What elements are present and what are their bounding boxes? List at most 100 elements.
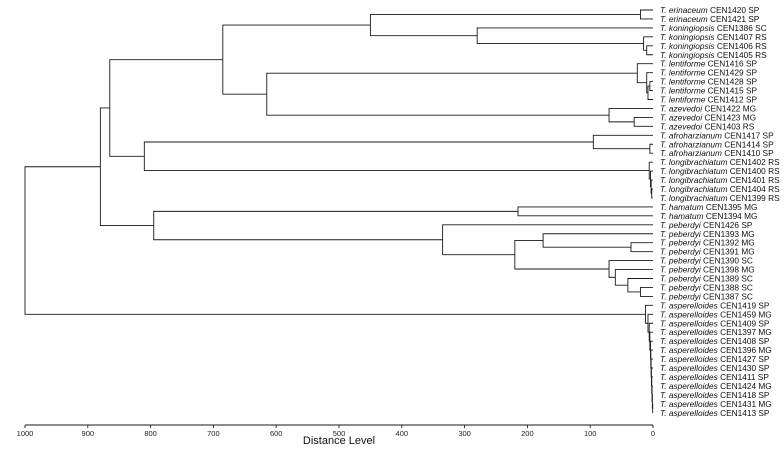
dendrogram-link	[647, 85, 653, 100]
leaf-code: CEN1394 MG	[704, 211, 758, 221]
leaf-species: T. lentiforme	[660, 59, 706, 69]
leaf-label: T. asperelloides CEN1397 MG	[660, 327, 772, 337]
leaf-code: CEN1415 SP	[705, 86, 757, 96]
leaf-code: CEN1397 MG	[718, 327, 772, 337]
x-tick-label: 1000	[17, 429, 34, 438]
leaf-code: CEN1413 SP	[718, 408, 770, 418]
leaf-label: T. peberdyi CEN1391 MG	[660, 247, 755, 257]
leaf-code: CEN1420 SP	[708, 5, 760, 15]
x-tick-label: 300	[458, 429, 471, 438]
x-tick-label: 500	[333, 429, 346, 438]
leaf-code: CEN1409 SP	[718, 318, 770, 328]
leaf-code: CEN1405 RS	[715, 50, 768, 60]
dendrogram-link	[643, 36, 653, 51]
leaf-labels: T. erinaceum CEN1420 SPT. erinaceum CEN1…	[660, 5, 780, 418]
leaf-species: T. peberdyi	[660, 291, 702, 301]
leaf-code: CEN1404 RS	[728, 184, 781, 194]
leaf-label: T. afroharzianum CEN1414 SP	[660, 139, 774, 149]
leaf-species: T. lentiforme	[660, 77, 706, 87]
leaf-label: T. asperelloides CEN1431 MG	[660, 399, 772, 409]
dendrogram-link	[514, 240, 610, 270]
leaf-species: T. asperelloides	[660, 381, 718, 391]
leaf-label: T. koningiopsis CEN1405 RS	[660, 50, 767, 60]
leaf-label: T. asperelloides CEN1427 SP	[660, 354, 770, 364]
leaf-code: CEN1414 SP	[722, 139, 774, 149]
x-tick-label: 600	[270, 429, 283, 438]
leaf-code: CEN1401 RS	[728, 175, 781, 185]
leaf-label: T. peberdyi CEN1392 MG	[660, 238, 755, 248]
leaf-species: T. azevedoi	[660, 103, 703, 113]
leaf-label: T. asperelloides CEN1419 SP	[660, 300, 770, 310]
leaf-code: CEN1459 MG	[718, 309, 772, 319]
leaf-code: CEN1417 SP	[722, 130, 774, 140]
leaf-code: CEN1416 SP	[705, 59, 757, 69]
leaf-label: T. azevedoi CEN1422 MG	[660, 103, 756, 113]
leaf-code: CEN1403 RS	[702, 121, 755, 131]
x-axis: 1000 900 800 700 600 500 400 300 200 100 0 Distanc…	[17, 424, 655, 447]
leaf-label: T. lentiforme CEN1412 SP	[660, 95, 757, 105]
leaf-species: T. asperelloides	[660, 372, 718, 382]
leaf-code: CEN1411 SP	[718, 372, 770, 382]
dendrogram-link	[24, 166, 646, 315]
dendrogram-link	[646, 45, 653, 56]
x-tick-label: 800	[144, 429, 157, 438]
leaf-code: CEN1393 MG	[701, 229, 755, 239]
leaf-species: T. asperelloides	[660, 408, 718, 418]
leaf-label: T. azevedoi CEN1423 MG	[660, 112, 756, 122]
leaf-code: CEN1390 SC	[701, 256, 753, 266]
leaf-code: CEN1406 RS	[715, 41, 768, 51]
leaf-species: T. asperelloides	[660, 300, 718, 310]
leaf-label: T. koningiopsis CEN1406 RS	[660, 41, 767, 51]
leaf-code: CEN1410 SP	[722, 148, 774, 158]
x-axis-ticks: 1000 900 800 700 600 500 400 300 200 100 0	[17, 425, 655, 438]
dendrogram-link	[608, 108, 653, 123]
leaf-label: T. azevedoi CEN1403 RS	[660, 121, 755, 131]
leaf-species: T. longibrachiatum	[660, 193, 728, 203]
leaf-species: T. afroharzianum	[660, 130, 722, 140]
dendrogram-link	[650, 170, 653, 188]
leaf-label: T. peberdyi CEN1390 SC	[660, 256, 753, 266]
dendrogram-link	[442, 224, 653, 256]
leaf-label: T. hamatum CEN1394 MG	[660, 211, 757, 221]
leaf-species: T. asperelloides	[660, 318, 718, 328]
leaf-code: CEN1399 RS	[728, 193, 781, 203]
leaf-label: T. afroharzianum CEN1417 SP	[660, 130, 774, 140]
leaf-code: CEN1386 SC	[715, 23, 767, 33]
x-tick-label: 400	[396, 429, 409, 438]
leaf-code: CEN1421 SP	[708, 14, 760, 24]
dendrogram-link	[649, 143, 653, 154]
leaf-species: T. erinaceum	[660, 5, 708, 15]
leaf-code: CEN1395 MG	[704, 202, 758, 212]
leaf-label: T. peberdyi CEN1398 MG	[660, 265, 755, 275]
leaf-code: CEN1389 SC	[701, 274, 753, 284]
leaf-label: T. longibrachiatum CEN1404 RS	[660, 184, 780, 194]
leaf-species: T. asperelloides	[660, 354, 718, 364]
leaf-code: CEN1407 RS	[715, 32, 768, 42]
leaf-species: T. asperelloides	[660, 363, 718, 373]
leaf-code: CEN1430 SP	[718, 363, 770, 373]
x-tick-label: 200	[521, 429, 534, 438]
leaf-label: T. peberdyi CEN1393 MG	[660, 229, 755, 239]
leaf-code: CEN1396 MG	[718, 345, 772, 355]
dendrogram-link	[636, 63, 653, 84]
leaf-label: T. longibrachiatum CEN1402 RS	[660, 157, 780, 167]
dendrogram-link	[143, 141, 650, 171]
leaf-code: CEN1429 SP	[705, 68, 757, 78]
leaf-species: T. koningiopsis	[660, 41, 715, 51]
dendrogram-link	[266, 72, 638, 116]
leaf-label: T. afroharzianum CEN1410 SP	[660, 148, 774, 158]
dendrogram-link	[639, 287, 653, 297]
leaf-code: CEN1426 SP	[701, 220, 753, 230]
leaf-code: CEN1387 SC	[701, 291, 753, 301]
leaf-label: T. asperelloides CEN1430 SP	[660, 363, 770, 373]
leaf-code: CEN1422 MG	[702, 103, 756, 113]
leaf-species: T. koningiopsis	[660, 23, 715, 33]
leaf-species: T. erinaceum	[660, 14, 708, 24]
leaf-species: T. asperelloides	[660, 327, 718, 337]
x-tick-label: 0	[651, 429, 655, 438]
leaf-code: CEN1427 SP	[718, 354, 770, 364]
leaf-label: T. asperelloides CEN1424 MG	[660, 381, 772, 391]
leaf-label: T. asperelloides CEN1411 SP	[660, 372, 769, 382]
dendrogram-link	[369, 14, 641, 37]
